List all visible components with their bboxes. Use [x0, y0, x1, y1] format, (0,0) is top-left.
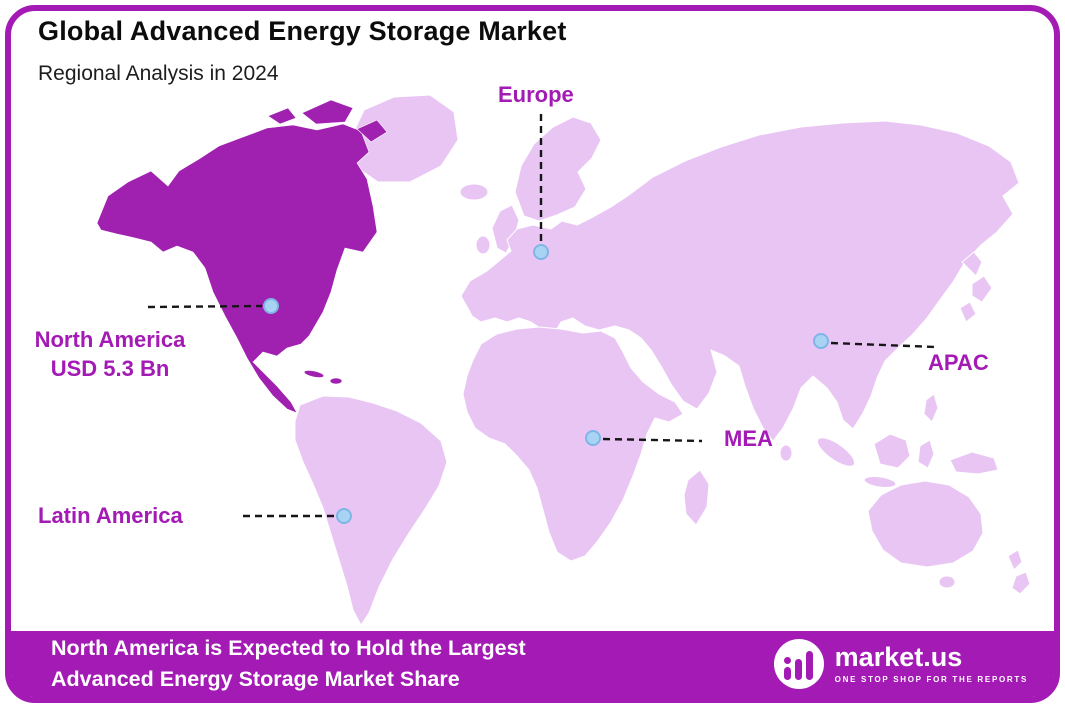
marker-europe — [533, 244, 549, 260]
region-hispaniola — [329, 377, 343, 385]
region-philippines — [923, 393, 939, 423]
region-java — [863, 476, 897, 488]
region-australia — [867, 480, 984, 568]
marker-mea — [585, 430, 601, 446]
region-borneo — [873, 433, 911, 469]
logo-dot — [784, 657, 792, 664]
logo-bar-medium — [795, 659, 803, 680]
region-japan — [959, 251, 993, 323]
marketus-logo-icon — [773, 639, 824, 689]
footer-banner: North America is Expected to Hold the La… — [11, 631, 1054, 697]
region-label-europe: Europe — [498, 82, 574, 107]
marketus-logo: market.us ONE STOP SHOP FOR THE REPORTS — [773, 639, 1028, 689]
region-label-mea: MEA — [724, 426, 773, 451]
page-subtitle: Regional Analysis in 2024 — [38, 62, 279, 85]
region-new-guinea — [949, 451, 999, 475]
region-tasmania — [938, 575, 956, 589]
banner-text: North America is Expected to Hold the La… — [51, 633, 526, 694]
region-sulawesi — [917, 439, 935, 469]
region-sri-lanka — [779, 444, 793, 462]
region-sumatra — [816, 437, 856, 467]
leader-line-north-america — [147, 304, 263, 309]
region-label-apac: APAC — [928, 350, 989, 375]
logo-name: market.us — [834, 642, 963, 672]
region-label-north-america: North America USD 5.3 Bn — [10, 326, 210, 383]
logo-text-block: market.us ONE STOP SHOP FOR THE REPORTS — [834, 642, 1028, 685]
region-new-zealand — [1007, 549, 1031, 595]
region-madagascar — [683, 469, 710, 526]
region-south-america — [294, 395, 448, 626]
region-label-north-america-value: USD 5.3 Bn — [50, 355, 170, 381]
region-scandinavia — [514, 116, 602, 222]
region-cuba — [303, 370, 325, 378]
page-title: Global Advanced Energy Storage Market — [38, 16, 567, 46]
region-arctic-islands — [267, 99, 388, 143]
region-greenland — [351, 94, 459, 183]
logo-bar-tall — [806, 651, 814, 680]
region-africa — [462, 326, 684, 562]
leader-line-mea — [602, 437, 703, 443]
region-north-america — [96, 123, 378, 414]
region-ireland — [475, 235, 491, 255]
region-eurasia — [460, 120, 1020, 442]
banner-line-1: North America is Expected to Hold the La… — [51, 636, 526, 661]
banner-line-2: Advanced Energy Storage Market Share — [51, 667, 460, 691]
leader-line-apac — [830, 341, 937, 349]
marker-latin-america — [336, 508, 352, 524]
logo-tagline: ONE STOP SHOP FOR THE REPORTS — [834, 675, 1028, 684]
marker-north-america — [263, 298, 279, 314]
logo-bar-dot-group — [784, 657, 792, 680]
marker-apac — [813, 333, 829, 349]
region-label-north-america-name: North America — [34, 327, 186, 352]
map-regions — [96, 94, 1031, 626]
logo-bar-short — [784, 667, 792, 680]
map-annotations — [147, 114, 937, 524]
region-label-latin-america: Latin America — [38, 503, 183, 528]
region-iceland — [459, 183, 489, 201]
